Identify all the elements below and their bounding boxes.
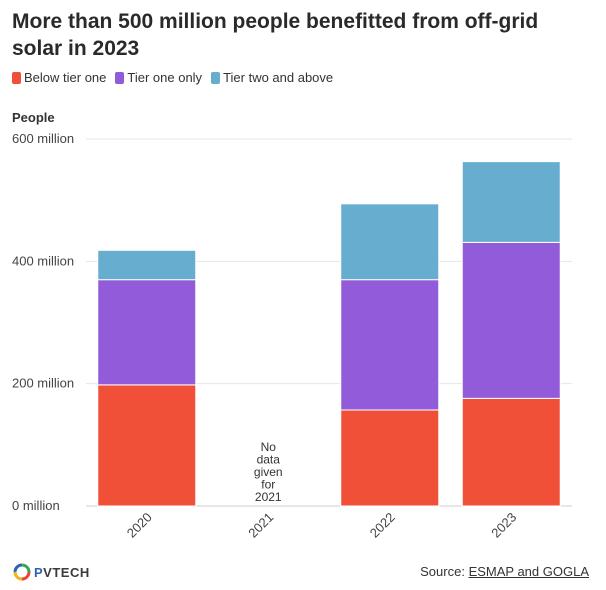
legend-swatch-below-tier-one — [12, 71, 21, 84]
x-tick-label-2021: 2021 — [245, 510, 276, 541]
chart-legend: Below tier one Tier one only Tier two an… — [12, 70, 342, 85]
bar-2020-below-tier-one — [97, 384, 197, 507]
x-tick-label-2023: 2023 — [488, 510, 519, 541]
bar-2023-tier-one-only — [461, 241, 561, 399]
annotation-line: given — [254, 465, 283, 479]
source-prefix: Source: — [420, 564, 469, 579]
bar-2020-tier-one-only — [97, 279, 197, 386]
logo-text-rest: VTECH — [43, 564, 90, 580]
no-data-annotation: No data given for 2021 — [254, 440, 283, 504]
y-tick-label: 400 million — [12, 253, 74, 268]
x-tick-label-2020: 2020 — [124, 510, 155, 541]
annotation-line: data — [257, 453, 281, 467]
x-tick-label-2022: 2022 — [367, 510, 398, 541]
legend-swatch-tier-two-and-above — [211, 71, 221, 84]
bar-2022-below-tier-one — [340, 409, 440, 507]
annotation-line: for — [261, 478, 275, 492]
source-note: Source: ESMAP and GOGLA — [420, 564, 589, 579]
source-link[interactable]: ESMAP and GOGLA — [468, 564, 589, 579]
legend-item-below-tier-one: Below tier one — [12, 70, 106, 85]
legend-swatch-tier-one-only — [115, 71, 125, 84]
legend-label-tier-one-only: Tier one only — [127, 70, 203, 85]
legend-item-tier-one-only: Tier one only — [115, 70, 202, 85]
chart-title: More than 500 million people benefitted … — [12, 10, 539, 60]
y-tick-label: 600 million — [12, 131, 74, 146]
legend-item-tier-two-and-above: Tier two and above — [211, 70, 333, 85]
pvtech-logo: P VTECH — [12, 562, 90, 582]
y-tick-label: 0 million — [12, 498, 60, 513]
legend-label-below-tier-one: Below tier one — [24, 70, 107, 85]
bar-2023-below-tier-one — [461, 397, 561, 507]
annotation-line: No — [261, 440, 277, 454]
bar-2022-tier-one-only — [340, 279, 440, 411]
bar-2023-tier-two-and-above — [461, 161, 561, 243]
bar-2020-tier-two-and-above — [97, 249, 197, 281]
annotation-line: 2021 — [255, 490, 282, 504]
logo-text-p: P — [34, 564, 44, 580]
pvtech-logo-icon — [13, 563, 31, 581]
bar-2022-tier-two-and-above — [340, 203, 440, 281]
y-tick-label: 200 million — [12, 376, 74, 391]
y-axis-title: People — [12, 110, 55, 125]
legend-label-tier-two-and-above: Tier two and above — [223, 70, 334, 85]
